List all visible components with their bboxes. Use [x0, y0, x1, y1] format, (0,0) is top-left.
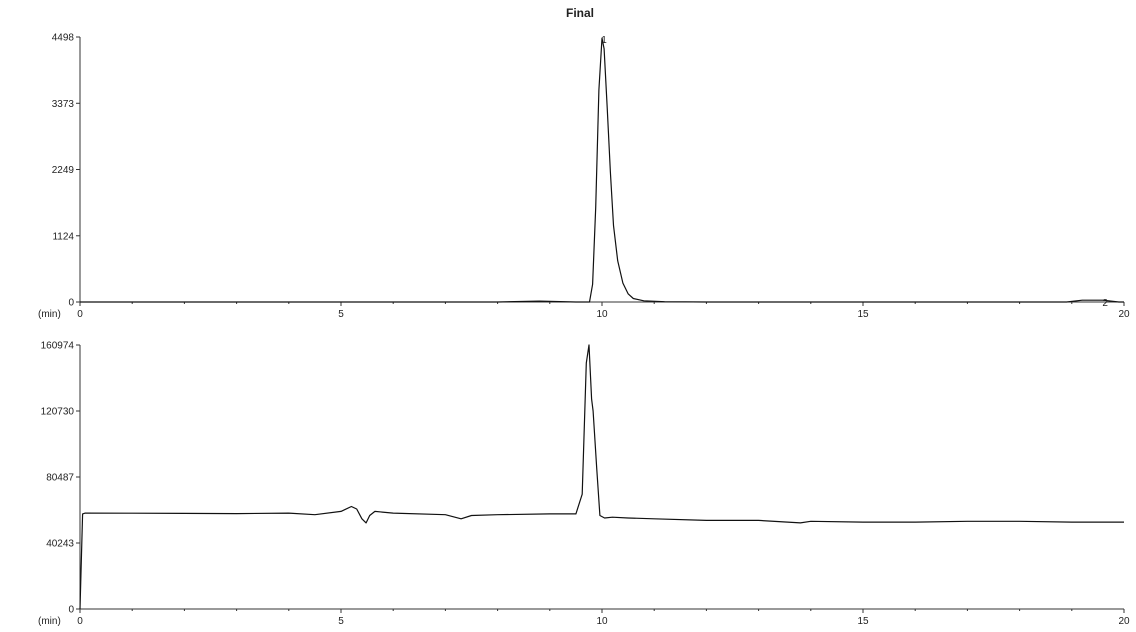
y-tick-label: 80487	[46, 473, 74, 484]
x-axis-label: (min)	[38, 616, 61, 627]
chromatogram-trace-top	[80, 37, 1124, 303]
x-tick-label: 5	[338, 309, 344, 320]
x-tick-label: 15	[857, 309, 869, 320]
x-tick-label: 0	[77, 616, 83, 627]
y-tick-label: 40243	[46, 539, 74, 550]
x-tick-label: 15	[857, 616, 869, 627]
x-tick-label: 20	[1118, 616, 1130, 627]
x-tick-label: 10	[596, 616, 608, 627]
peak-label: 2	[1102, 298, 1108, 309]
y-tick-label: 160974	[41, 341, 75, 352]
y-tick-label: 0	[68, 605, 74, 616]
x-tick-label: 10	[596, 309, 608, 320]
x-axis-label: (min)	[38, 309, 61, 320]
chromatogram-trace-bottom	[79, 344, 1124, 610]
x-tick-label: 0	[77, 309, 83, 320]
chart-title: Final	[566, 6, 594, 20]
y-tick-label: 0	[68, 298, 74, 309]
y-tick-label: 1124	[52, 231, 74, 242]
y-tick-label: 3373	[52, 99, 75, 110]
chromatogram-panel-top: 0 5 10 15 20 (min) 0 1124 2249 3373 4498 1 2	[38, 33, 1130, 321]
x-tick-label: 5	[338, 616, 344, 627]
y-tick-label: 4498	[52, 33, 75, 44]
y-tick-label: 120730	[41, 407, 75, 418]
y-tick-label: 2249	[52, 165, 75, 176]
x-tick-label: 20	[1118, 309, 1130, 320]
chromatogram-panel-bottom: 0 5 10 15 20 (min) 0 40243 80487 120730 160974	[38, 341, 1130, 628]
peak-label: 1	[601, 35, 607, 46]
